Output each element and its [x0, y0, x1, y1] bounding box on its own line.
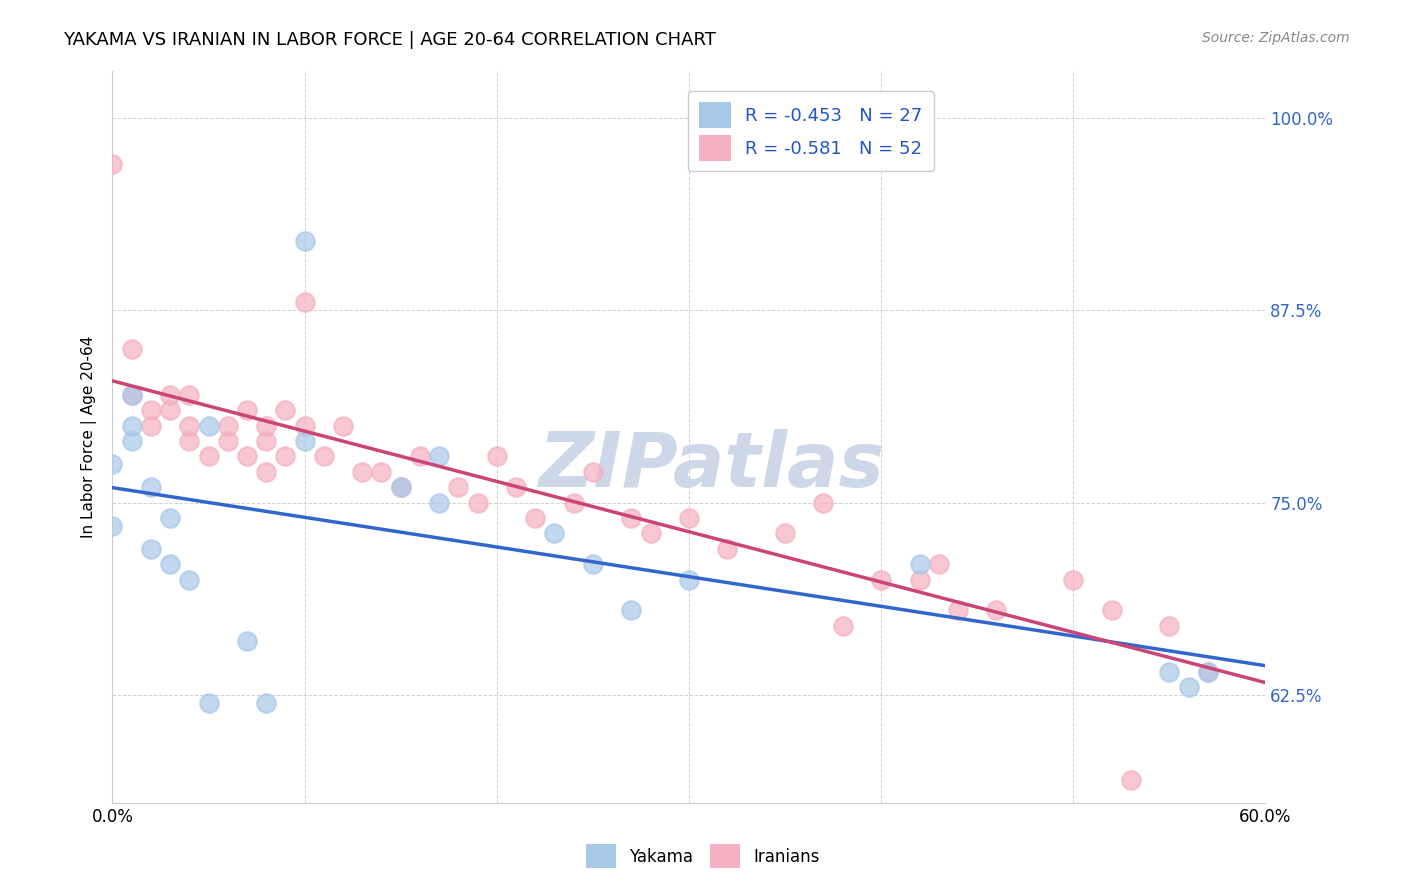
Point [447, 480, 470, 494]
Point [332, 418, 354, 433]
Point [254, 465, 277, 479]
Point [312, 450, 335, 464]
Point [352, 465, 374, 479]
Point [217, 434, 239, 448]
Point [236, 634, 259, 648]
Point [274, 403, 297, 417]
Text: ZIPatlas: ZIPatlas [538, 429, 884, 503]
Point [678, 511, 700, 525]
Point [294, 418, 316, 433]
Point [121, 418, 143, 433]
Point [678, 573, 700, 587]
Point [121, 388, 143, 402]
Point [620, 511, 643, 525]
Point [254, 434, 277, 448]
Text: YAKAMA VS IRANIAN IN LABOR FORCE | AGE 20-64 CORRELATION CHART: YAKAMA VS IRANIAN IN LABOR FORCE | AGE 2… [63, 31, 716, 49]
Text: Source: ZipAtlas.com: Source: ZipAtlas.com [1202, 31, 1350, 45]
Point [1197, 665, 1219, 679]
Point [236, 450, 259, 464]
Point [1119, 772, 1142, 787]
Point [582, 557, 605, 571]
Point [716, 541, 738, 556]
Point [197, 696, 219, 710]
Point [139, 541, 162, 556]
Point [813, 495, 835, 509]
Point [1159, 665, 1181, 679]
Point [409, 450, 432, 464]
Point [543, 526, 565, 541]
Point [217, 418, 239, 433]
Point [139, 480, 162, 494]
Point [101, 518, 124, 533]
Point [562, 495, 585, 509]
Point [427, 450, 450, 464]
Point [986, 603, 1008, 617]
Point [254, 418, 277, 433]
Point [101, 157, 124, 171]
Point [640, 526, 662, 541]
Point [197, 418, 219, 433]
Point [179, 418, 201, 433]
Point [389, 480, 412, 494]
Point [159, 557, 181, 571]
Point [831, 618, 853, 632]
Point [139, 403, 162, 417]
Point [773, 526, 796, 541]
Point [1062, 573, 1084, 587]
Point [870, 573, 893, 587]
Point [467, 495, 489, 509]
Point [485, 450, 508, 464]
Point [505, 480, 527, 494]
Point [121, 434, 143, 448]
Point [121, 388, 143, 402]
Point [197, 450, 219, 464]
Point [928, 557, 950, 571]
Legend: Yakama, Iranians: Yakama, Iranians [579, 838, 827, 875]
Point [294, 434, 316, 448]
Point [427, 495, 450, 509]
Point [159, 511, 181, 525]
Point [179, 573, 201, 587]
Legend: R = -0.453   N = 27, R = -0.581   N = 52: R = -0.453 N = 27, R = -0.581 N = 52 [688, 91, 934, 171]
Point [101, 457, 124, 471]
Point [294, 295, 316, 310]
Point [1101, 603, 1123, 617]
Point [370, 465, 392, 479]
Y-axis label: In Labor Force | Age 20-64: In Labor Force | Age 20-64 [80, 336, 97, 538]
Point [908, 573, 931, 587]
Point [582, 465, 605, 479]
Point [139, 418, 162, 433]
Point [908, 557, 931, 571]
Point [389, 480, 412, 494]
Point [1177, 681, 1199, 695]
Point [159, 403, 181, 417]
Point [121, 342, 143, 356]
Point [159, 388, 181, 402]
Point [179, 434, 201, 448]
Point [946, 603, 969, 617]
Point [524, 511, 547, 525]
Point [274, 450, 297, 464]
Point [620, 603, 643, 617]
Point [294, 234, 316, 248]
Point [179, 388, 201, 402]
Point [1159, 618, 1181, 632]
Point [236, 403, 259, 417]
Point [254, 696, 277, 710]
Point [1197, 665, 1219, 679]
